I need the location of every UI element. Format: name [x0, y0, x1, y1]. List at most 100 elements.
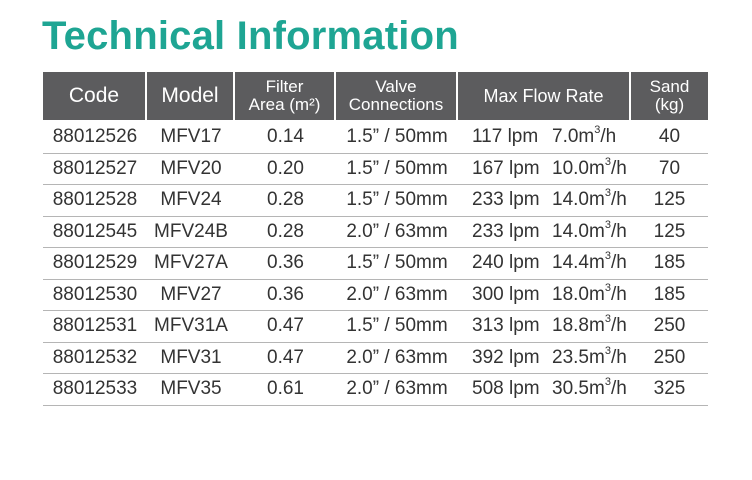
cell-valve-connections: 1.5” / 50mm	[336, 248, 458, 280]
flow-lpm: 313 lpm	[472, 315, 540, 337]
cell-max-flow-rate: 233 lpm 14.0m3/h	[458, 217, 631, 248]
header-sand: Sand (kg)	[631, 72, 708, 120]
header-valve-line2: Connections	[348, 95, 444, 114]
table-row: 88012529 MFV27A 0.36 1.5” / 50mm 240 lpm…	[43, 248, 708, 280]
flow-lpm: 240 lpm	[472, 252, 540, 274]
cell-max-flow-rate: 167 lpm 10.0m3/h	[458, 154, 631, 185]
cell-code: 88012533	[43, 374, 147, 406]
header-filter-area-line2: Area (m²)	[248, 95, 321, 114]
flow-lpm: 233 lpm	[472, 220, 540, 242]
flow-m3h: 14.4	[552, 252, 589, 274]
flow-unit-base: m	[578, 126, 595, 148]
cell-sand: 185	[631, 248, 708, 280]
flow-unit-base: m	[588, 315, 605, 337]
cell-model: MFV31A	[147, 311, 235, 343]
flow-unit-tail: /h	[610, 157, 627, 179]
header-max-flow-rate: Max Flow Rate	[458, 72, 631, 120]
cell-sand: 325	[631, 374, 708, 406]
flow-unit-exponent: 3	[594, 124, 601, 137]
flow-lpm: 167 lpm	[472, 157, 540, 179]
cell-model: MFV27	[147, 280, 235, 311]
cell-model: MFV27A	[147, 248, 235, 280]
cell-max-flow-rate: 300 lpm 18.0m3/h	[458, 280, 631, 311]
flow-lpm: 392 lpm	[472, 346, 540, 368]
cell-sand: 250	[631, 311, 708, 343]
flow-unit-exponent: 3	[604, 313, 611, 326]
cell-max-flow-rate: 392 lpm 23.5m3/h	[458, 343, 631, 374]
flow-m3h: 18.0	[552, 283, 589, 305]
header-filter-area: Filter Area (m²)	[235, 72, 336, 120]
cell-code: 88012530	[43, 280, 147, 311]
cell-valve-connections: 1.5” / 50mm	[336, 120, 458, 154]
cell-sand: 125	[631, 185, 708, 217]
cell-valve-connections: 2.0” / 63mm	[336, 280, 458, 311]
cell-code: 88012531	[43, 311, 147, 343]
cell-valve-connections: 2.0” / 63mm	[336, 374, 458, 406]
cell-model: MFV35	[147, 374, 235, 406]
flow-m3h: 23.5	[552, 346, 589, 368]
flow-unit-tail: /h	[610, 189, 627, 211]
cell-model: MFV20	[147, 154, 235, 185]
table-row: 88012528 MFV24 0.28 1.5” / 50mm 233 lpm 1…	[43, 185, 708, 217]
cell-filter-area: 0.28	[235, 217, 336, 248]
table-row: 88012527 MFV20 0.20 1.5” / 50mm 167 lpm 1…	[43, 154, 708, 185]
cell-filter-area: 0.14	[235, 120, 336, 154]
flow-unit-tail: /h	[600, 126, 617, 148]
cell-max-flow-rate: 117 lpm 7.0m3/h	[458, 120, 631, 154]
cell-filter-area: 0.47	[235, 311, 336, 343]
header-model: Model	[147, 72, 235, 120]
flow-unit-exponent: 3	[604, 218, 611, 231]
cell-code: 88012528	[43, 185, 147, 217]
flow-unit-exponent: 3	[604, 376, 611, 389]
flow-unit-base: m	[588, 157, 605, 179]
table-row: 88012532 MFV31 0.47 2.0” / 63mm 392 lpm 2…	[43, 343, 708, 374]
flow-m3h: 18.8	[552, 315, 589, 337]
cell-filter-area: 0.20	[235, 154, 336, 185]
cell-model: MFV24	[147, 185, 235, 217]
flow-unit-base: m	[588, 220, 605, 242]
cell-model: MFV17	[147, 120, 235, 154]
flow-unit-base: m	[588, 283, 605, 305]
flow-unit-base: m	[588, 378, 605, 400]
cell-model: MFV24B	[147, 217, 235, 248]
cell-max-flow-rate: 313 lpm 18.8m3/h	[458, 311, 631, 343]
cell-sand: 250	[631, 343, 708, 374]
cell-max-flow-rate: 508 lpm 30.5m3/h	[458, 374, 631, 406]
table-row: 88012530 MFV27 0.36 2.0” / 63mm 300 lpm 1…	[43, 280, 708, 311]
table-row: 88012533 MFV35 0.61 2.0” / 63mm 508 lpm 3…	[43, 374, 708, 406]
cell-code: 88012545	[43, 217, 147, 248]
flow-unit-exponent: 3	[604, 250, 611, 263]
table-row: 88012531 MFV31A 0.47 1.5” / 50mm 313 lpm…	[43, 311, 708, 343]
flow-lpm: 300 lpm	[472, 283, 540, 305]
cell-sand: 185	[631, 280, 708, 311]
flow-lpm: 117 lpm	[472, 126, 539, 148]
flow-unit-tail: /h	[610, 220, 627, 242]
flow-unit-tail: /h	[610, 378, 627, 400]
cell-model: MFV31	[147, 343, 235, 374]
page-title: Technical Information	[42, 14, 459, 58]
flow-lpm: 508 lpm	[472, 378, 540, 400]
cell-valve-connections: 2.0” / 63mm	[336, 217, 458, 248]
flow-unit-tail: /h	[610, 315, 627, 337]
flow-unit-base: m	[588, 346, 605, 368]
table-row: 88012545 MFV24B 0.28 2.0” / 63mm 233 lpm…	[43, 217, 708, 248]
flow-lpm: 233 lpm	[472, 189, 540, 211]
cell-sand: 70	[631, 154, 708, 185]
table-header-row: Code Model Filter Area (m²) Valve Connec…	[43, 72, 708, 120]
flow-m3h: 7.0	[552, 126, 579, 148]
cell-filter-area: 0.36	[235, 280, 336, 311]
header-valve-line1: Valve	[375, 77, 417, 96]
cell-code: 88012527	[43, 154, 147, 185]
cell-code: 88012532	[43, 343, 147, 374]
cell-code: 88012529	[43, 248, 147, 280]
cell-valve-connections: 2.0” / 63mm	[336, 343, 458, 374]
flow-unit-base: m	[588, 189, 605, 211]
cell-sand: 125	[631, 217, 708, 248]
cell-code: 88012526	[43, 120, 147, 154]
table-body: 88012526 MFV17 0.14 1.5” / 50mm 117 lpm 7…	[43, 120, 708, 406]
flow-unit-exponent: 3	[604, 344, 611, 357]
cell-filter-area: 0.47	[235, 343, 336, 374]
cell-filter-area: 0.61	[235, 374, 336, 406]
cell-valve-connections: 1.5” / 50mm	[336, 311, 458, 343]
flow-unit-exponent: 3	[604, 155, 611, 168]
